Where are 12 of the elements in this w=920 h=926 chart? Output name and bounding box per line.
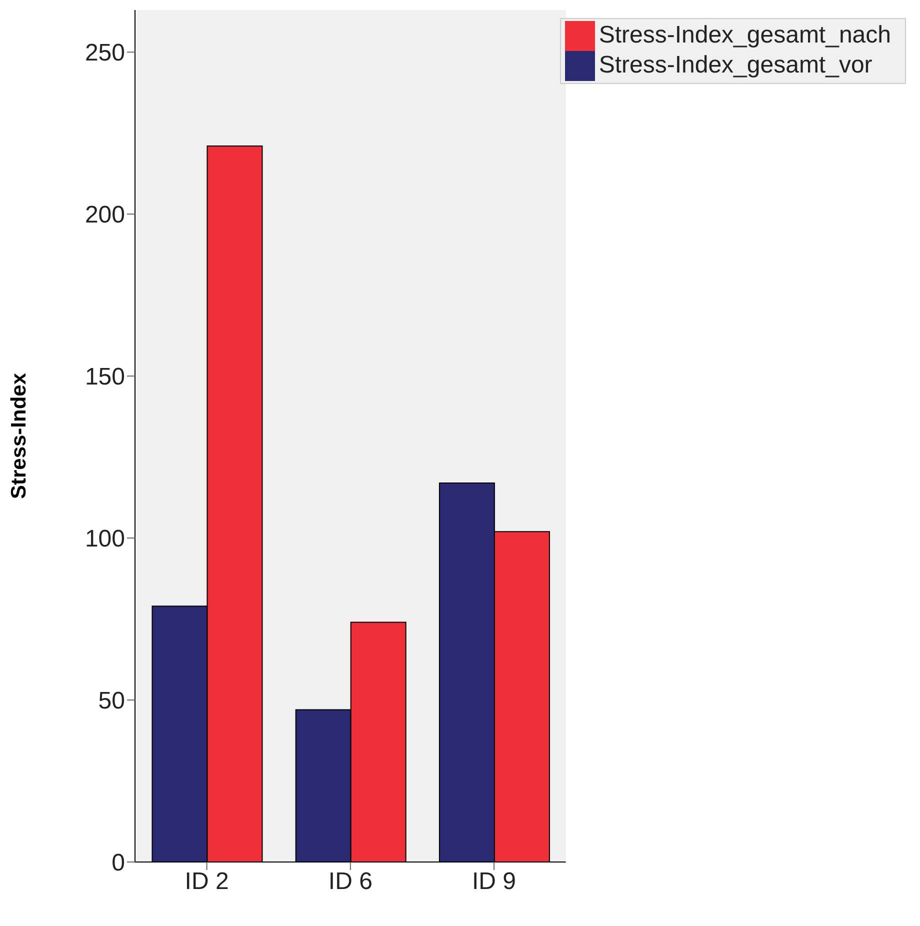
y-tick-label: 50 xyxy=(98,688,125,715)
legend-label: Stress-Index_gesamt_nach xyxy=(598,21,891,48)
y-tick-label: 0 xyxy=(112,850,125,877)
y-axis-title: Stress-Index xyxy=(7,372,30,500)
x-tick-label: ID 6 xyxy=(328,868,372,896)
x-tick-label: ID 9 xyxy=(472,868,516,896)
y-tick-label: 200 xyxy=(84,202,125,229)
y-tick-label: 250 xyxy=(84,40,125,67)
x-tick-label: ID 2 xyxy=(184,868,229,896)
legend-label: Stress-Index_gesamt_vor xyxy=(598,51,872,78)
y-tick-label: 150 xyxy=(84,364,125,391)
y-tick-label: 100 xyxy=(84,526,125,553)
